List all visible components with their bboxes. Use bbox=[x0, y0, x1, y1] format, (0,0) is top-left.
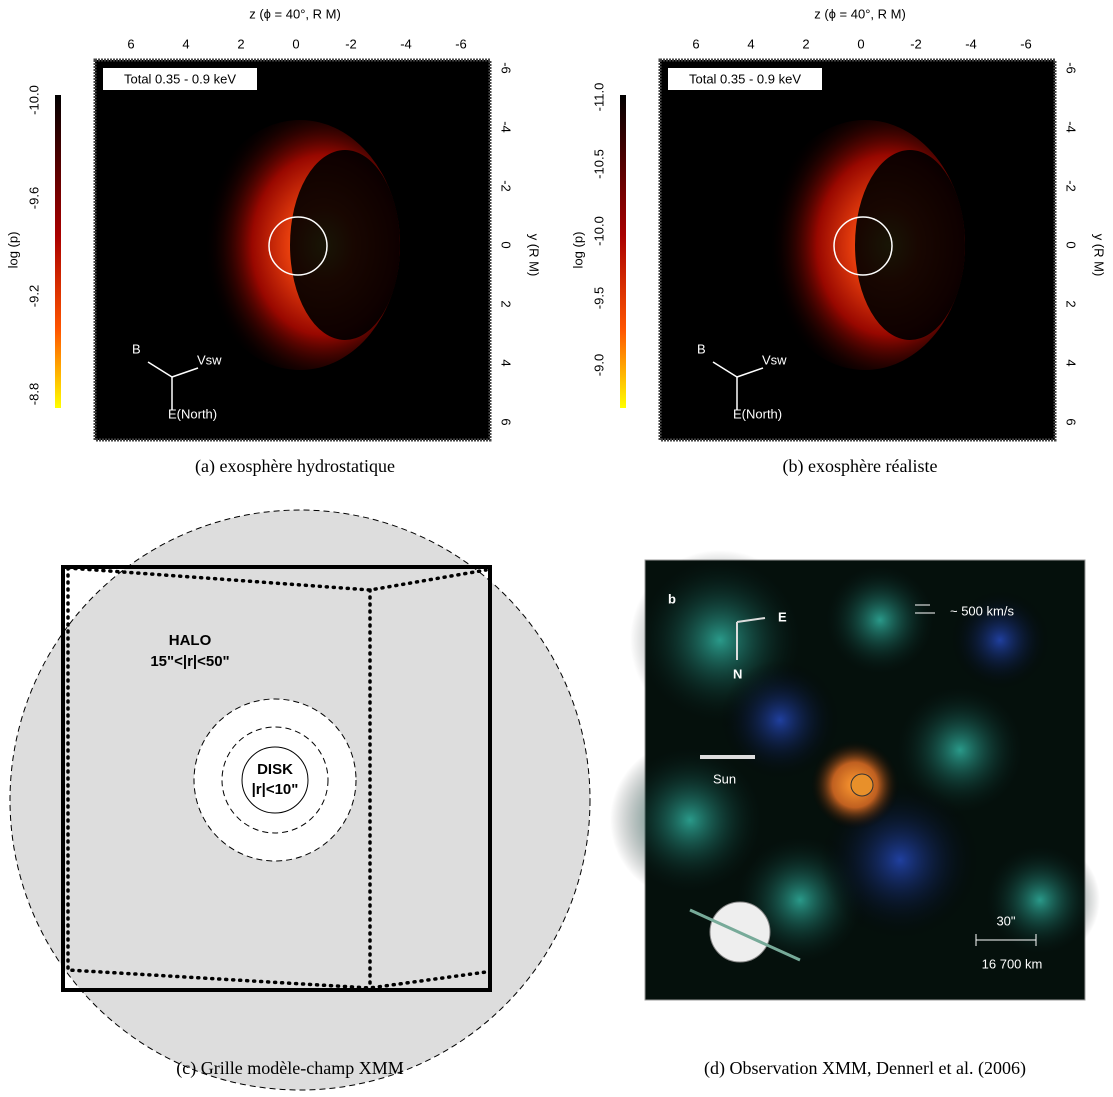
right-tick-label: -4 bbox=[1064, 121, 1079, 133]
top-tick-label: -6 bbox=[455, 36, 467, 51]
colorbar-tick-label: -10.0 bbox=[26, 85, 41, 115]
colorbar-tick-label: -10.0 bbox=[591, 216, 606, 246]
right-axis-label: y (R M) bbox=[527, 234, 542, 277]
disk-label: |r|<10" bbox=[252, 781, 299, 798]
top-tick-label: -6 bbox=[1020, 36, 1032, 51]
top-tick-label: 2 bbox=[237, 36, 244, 51]
sun: Sun bbox=[713, 771, 736, 786]
right-tick-label: 4 bbox=[1064, 359, 1079, 366]
colorbar bbox=[55, 95, 61, 408]
top-tick-label: 4 bbox=[182, 36, 189, 51]
arrow-label: B bbox=[697, 341, 706, 356]
scale-bar bbox=[975, 934, 1037, 946]
planet bbox=[833, 216, 893, 276]
arrow bbox=[712, 361, 738, 378]
arrow-label: E(North) bbox=[168, 406, 217, 421]
east: E bbox=[778, 609, 787, 624]
top-tick-label: 6 bbox=[692, 36, 699, 51]
top-tick-label: -2 bbox=[345, 36, 357, 51]
panel-letter: b bbox=[668, 591, 676, 606]
right-tick-label: -6 bbox=[499, 62, 514, 74]
right-tick-label: -2 bbox=[499, 180, 514, 192]
colorbar-tick-label: -11.0 bbox=[591, 83, 606, 112]
right-tick-label: 0 bbox=[499, 241, 514, 248]
right-tick-label: 6 bbox=[1064, 418, 1079, 425]
right-tick-label: -2 bbox=[1064, 180, 1079, 192]
right-axis-label: y (R M) bbox=[1092, 234, 1107, 277]
halo-label: 15"<|r|<50" bbox=[150, 653, 229, 670]
north: N bbox=[733, 666, 742, 681]
top-tick-label: -4 bbox=[400, 36, 412, 51]
colorbar-tick-label: -9.0 bbox=[591, 354, 606, 376]
right-tick-label: -4 bbox=[499, 121, 514, 133]
colorbar-tick-label: -9.6 bbox=[26, 187, 41, 209]
axis-arrow bbox=[689, 908, 801, 962]
right-tick-label: 6 bbox=[499, 418, 514, 425]
arrow-label: B bbox=[132, 341, 141, 356]
scale: 16 700 km bbox=[982, 956, 1043, 971]
top-tick-label: -4 bbox=[965, 36, 977, 51]
right-tick-label: 2 bbox=[1064, 300, 1079, 307]
emission bbox=[950, 590, 1050, 690]
emission-mask bbox=[855, 150, 965, 340]
arrow-label: Vsw bbox=[197, 352, 222, 367]
disk bbox=[241, 746, 309, 814]
top-axis-label: z (ϕ = 40°, R M) bbox=[814, 6, 906, 21]
emission bbox=[980, 840, 1100, 960]
box-bg bbox=[666, 66, 824, 92]
scale: 30" bbox=[996, 913, 1015, 928]
top-tick-label: -2 bbox=[910, 36, 922, 51]
emission-mask bbox=[290, 150, 400, 340]
right-tick-label: 0 bbox=[1064, 241, 1079, 248]
speed-bar bbox=[915, 604, 935, 614]
caption: (a) exosphère hydrostatique bbox=[195, 456, 395, 477]
box-bg bbox=[101, 66, 259, 92]
arrow bbox=[171, 367, 199, 378]
colorbar-label: log (p) bbox=[5, 232, 20, 269]
ring bbox=[221, 726, 329, 834]
emission bbox=[720, 660, 840, 780]
top-tick-label: 6 bbox=[127, 36, 134, 51]
colorbar-tick-label: -9.2 bbox=[26, 285, 41, 307]
top-tick-label: 0 bbox=[292, 36, 299, 51]
colorbar-tick-label: -10.5 bbox=[591, 149, 606, 179]
field-square bbox=[61, 565, 492, 992]
disk-label: DISK bbox=[257, 761, 293, 778]
arrow bbox=[736, 367, 764, 378]
box-label: Total 0.35 - 0.9 keV bbox=[124, 71, 236, 86]
compass bbox=[736, 617, 766, 660]
right-tick-label: 4 bbox=[499, 359, 514, 366]
arrow bbox=[147, 361, 173, 378]
colorbar-tick-label: -8.8 bbox=[26, 383, 41, 405]
arrow-label: Vsw bbox=[762, 352, 787, 367]
colorbar bbox=[620, 95, 626, 408]
emission bbox=[610, 740, 770, 900]
top-tick-label: 2 bbox=[802, 36, 809, 51]
comet bbox=[850, 773, 874, 797]
arrow-label: E(North) bbox=[733, 406, 782, 421]
halo-inner bbox=[193, 698, 357, 862]
model-grid bbox=[66, 566, 488, 990]
halo-label: HALO bbox=[169, 632, 212, 649]
speed: ~ 500 km/s bbox=[950, 603, 1014, 618]
caption: (b) exosphère réaliste bbox=[783, 456, 938, 477]
top-tick-label: 4 bbox=[747, 36, 754, 51]
right-tick-label: 2 bbox=[499, 300, 514, 307]
colorbar-tick-label: -9.5 bbox=[591, 287, 606, 309]
box-label: Total 0.35 - 0.9 keV bbox=[689, 71, 801, 86]
caption: (c) Grille modèle-champ XMM bbox=[176, 1058, 403, 1079]
right-tick-label: -6 bbox=[1064, 62, 1079, 74]
top-axis-label: z (ϕ = 40°, R M) bbox=[249, 6, 341, 21]
planet bbox=[268, 216, 328, 276]
emission bbox=[820, 560, 940, 680]
top-tick-label: 0 bbox=[857, 36, 864, 51]
colorbar-label: log (p) bbox=[570, 232, 585, 269]
caption: (d) Observation XMM, Dennerl et al. (200… bbox=[704, 1058, 1026, 1079]
